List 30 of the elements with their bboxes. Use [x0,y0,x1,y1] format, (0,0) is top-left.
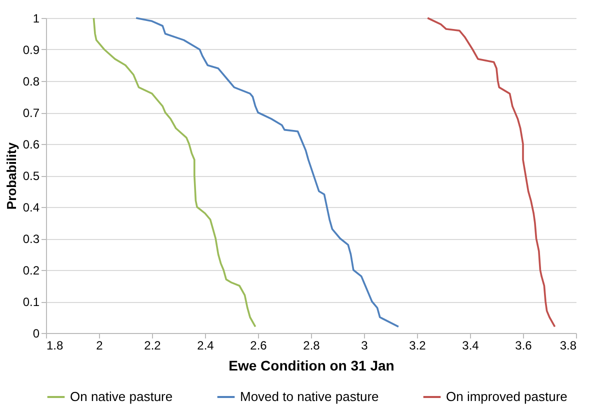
legend-label: On native pasture [70,389,173,404]
y-tick-label: 0.6 [22,138,40,152]
legend-label: Moved to native pasture [240,389,379,404]
line-series [135,17,400,328]
x-tick-label: 2.6 [250,338,268,352]
y-tick-label: 0.3 [22,232,40,246]
x-tick-label: 2.2 [144,338,162,352]
x-axis-title: Ewe Condition on 31 Jan [228,358,394,374]
x-tick-label: 1.8 [46,338,64,352]
line-series [426,17,556,328]
x-tick-label: 2 [96,338,104,352]
y-tick-label: 0.5 [22,169,40,183]
y-tick-label: 0.7 [22,106,40,120]
x-tick-label: 3.4 [462,338,480,352]
y-axis-title: Probability [4,142,19,210]
x-tick-label: 2.8 [303,338,320,352]
legend-label: On improved pasture [446,389,568,404]
y-tick-label: 0.9 [22,43,40,57]
y-tick-label: 0.1 [22,295,40,309]
x-tick-label: 3.8 [560,338,577,352]
y-tick-label: 1 [32,12,40,26]
y-tick-label: 0.8 [22,74,40,88]
x-tick-label: 3 [361,338,368,352]
y-tick-label: 0.2 [22,264,40,278]
x-tick-label: 2.4 [197,338,214,352]
y-tick-label: 0 [32,326,40,340]
x-tick-label: 3.6 [515,338,532,352]
x-tick-label: 3.2 [409,338,426,352]
y-tick-label: 0.4 [22,200,40,214]
line-series [92,17,256,328]
